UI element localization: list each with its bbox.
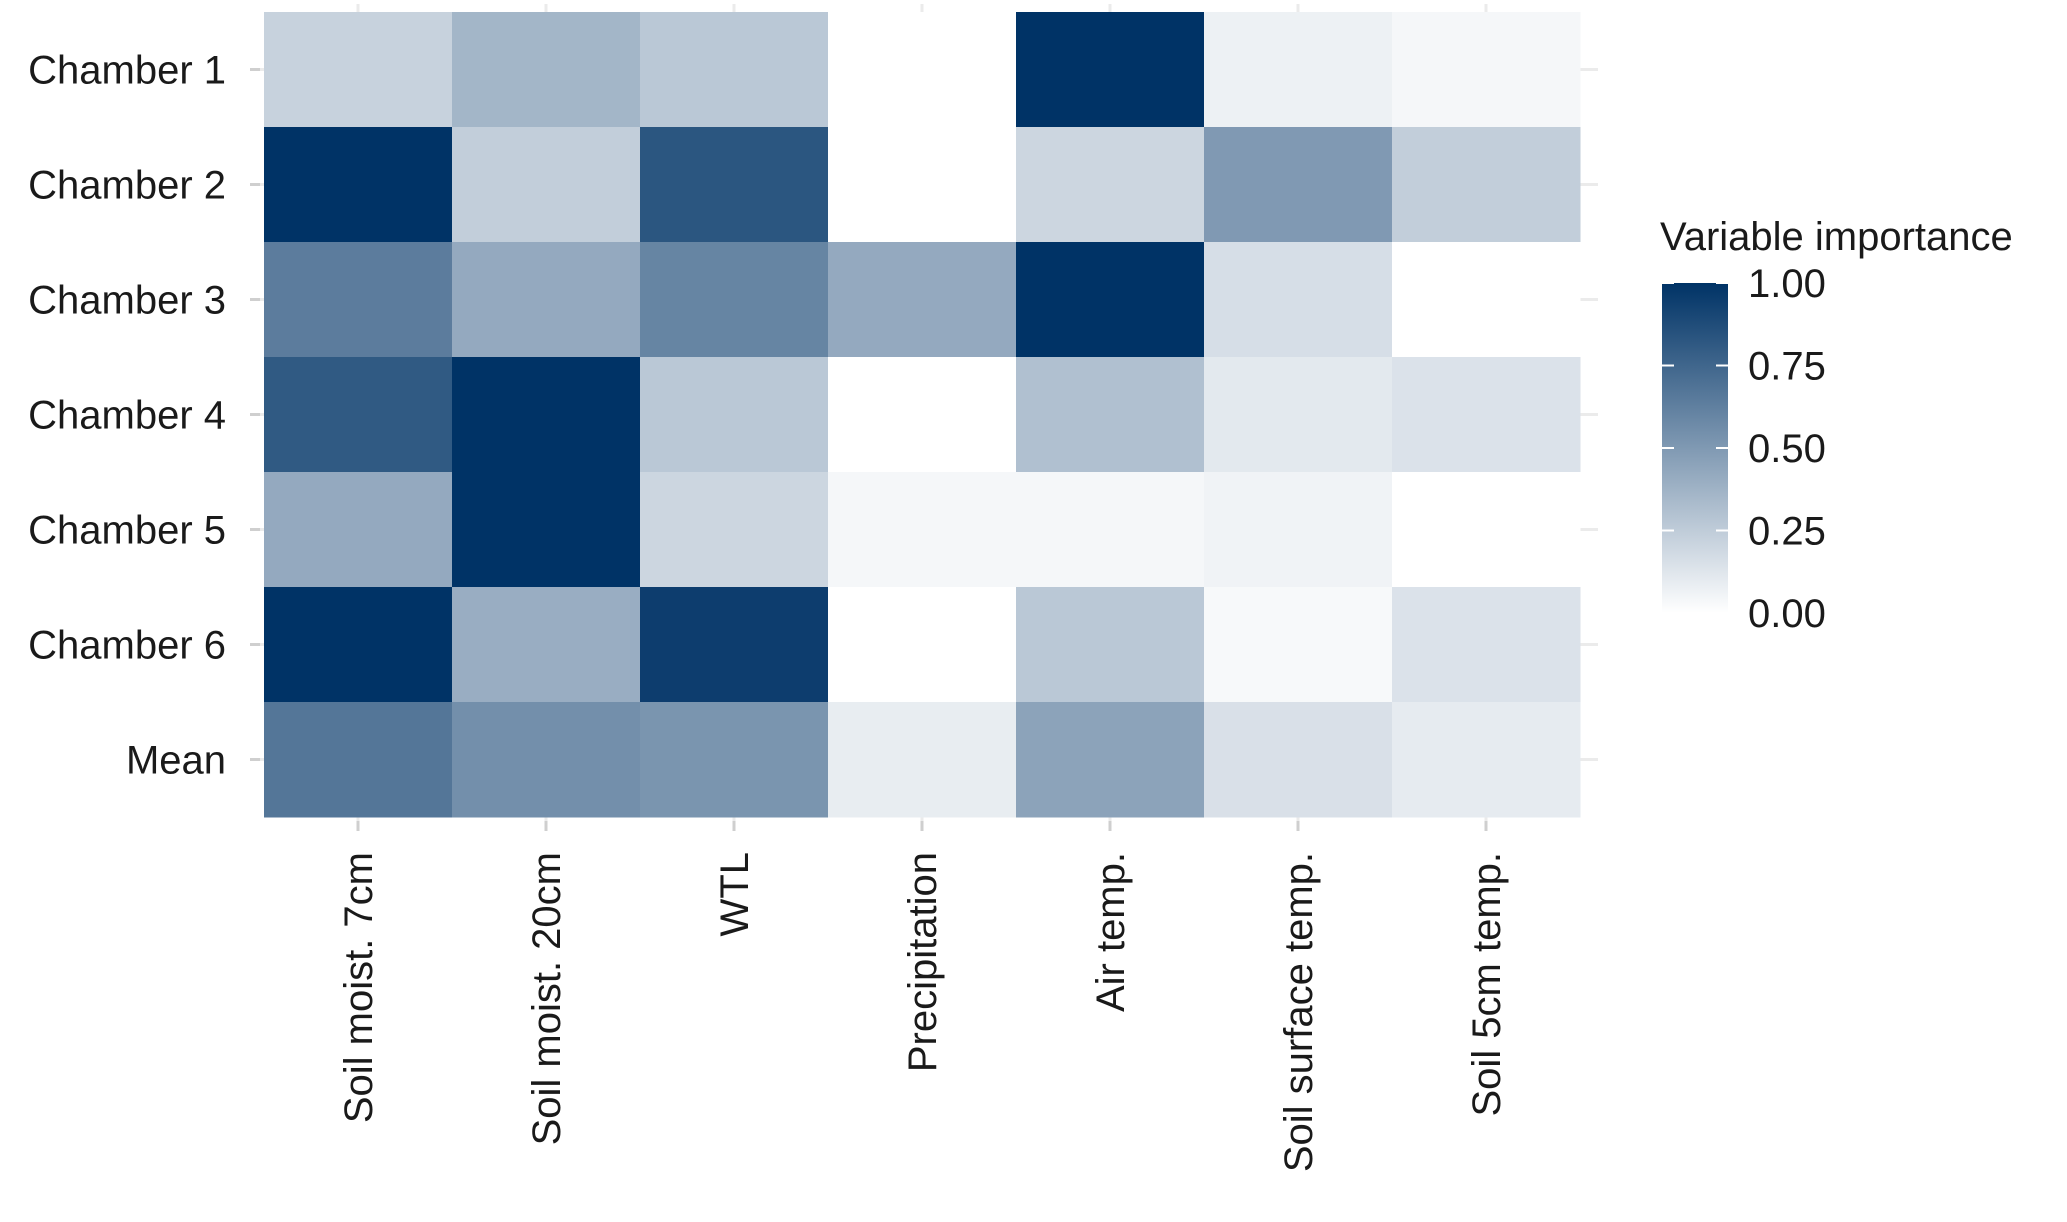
heatmap-cell xyxy=(1392,472,1581,588)
heatmap-cell xyxy=(452,472,641,588)
legend-tick-label: 0.00 xyxy=(1748,592,1826,636)
heatmap-cell xyxy=(452,357,641,473)
heatmap-cell xyxy=(828,242,1017,358)
heatmap-cell xyxy=(1392,587,1581,703)
x-tick-label: Soil 5cm temp. xyxy=(1465,852,1509,1117)
legend-ticks: 1.00 0.75 0.50 0.25 0.00 xyxy=(1662,262,1826,636)
x-tick-label: Soil moist. 20cm xyxy=(525,852,569,1145)
heatmap-cell xyxy=(1204,12,1393,128)
heatmap-cell xyxy=(640,357,829,473)
heatmap-cell xyxy=(452,702,641,818)
heatmap-cell xyxy=(1204,587,1393,703)
legend: Variable importance 1.00 0.75 0.50 0.25 0.00 xyxy=(1660,215,2013,636)
heatmap-cell xyxy=(640,702,829,818)
y-tick-label: Chamber 2 xyxy=(28,164,226,208)
heatmap-cells xyxy=(264,12,1581,818)
heatmap-cell xyxy=(640,472,829,588)
heatmap-cell xyxy=(264,357,453,473)
heatmap-cell xyxy=(264,12,453,128)
heatmap-cell xyxy=(1392,12,1581,128)
legend-tick-label: 0.25 xyxy=(1748,510,1826,554)
heatmap-cell xyxy=(828,587,1017,703)
y-tick-label: Mean xyxy=(126,739,226,783)
heatmap-cell xyxy=(452,127,641,243)
heatmap-cell xyxy=(452,587,641,703)
x-tick-label: Soil surface temp. xyxy=(1277,852,1321,1172)
heatmap-cell xyxy=(828,127,1017,243)
heatmap-cell xyxy=(1016,472,1205,588)
y-tick-label: Chamber 3 xyxy=(28,279,226,323)
heatmap-cell xyxy=(640,242,829,358)
heatmap-cell xyxy=(452,242,641,358)
x-tick-label: Soil moist. 7cm xyxy=(337,852,381,1123)
heatmap-cell xyxy=(1016,702,1205,818)
y-tick-label: Chamber 6 xyxy=(28,624,226,668)
legend-tick-label: 1.00 xyxy=(1748,262,1826,306)
heatmap-cell xyxy=(1204,357,1393,473)
heatmap-cell xyxy=(1204,472,1393,588)
heatmap-cell xyxy=(264,472,453,588)
y-tick-label: Chamber 1 xyxy=(28,49,226,93)
heatmap-cell xyxy=(640,127,829,243)
legend-tick-label: 0.75 xyxy=(1748,345,1826,389)
heatmap-cell xyxy=(828,12,1017,128)
heatmap-cell xyxy=(264,127,453,243)
heatmap-cell xyxy=(1016,242,1205,358)
heatmap-cell xyxy=(1016,12,1205,128)
legend-tick-label: 0.50 xyxy=(1748,427,1826,471)
heatmap-cell xyxy=(264,702,453,818)
x-tick-label: Air temp. xyxy=(1089,852,1133,1012)
heatmap-cell xyxy=(1392,702,1581,818)
heatmap-cell xyxy=(1204,242,1393,358)
heatmap-cell xyxy=(1392,242,1581,358)
heatmap-cell xyxy=(452,12,641,128)
x-tick-label: WTL xyxy=(713,852,757,936)
y-axis-labels: Chamber 1 Chamber 2 Chamber 3 Chamber 4 Cham… xyxy=(28,49,260,783)
heatmap-cell xyxy=(828,702,1017,818)
heatmap-cell xyxy=(640,587,829,703)
heatmap-cell xyxy=(828,472,1017,588)
heatmap-cell xyxy=(264,587,453,703)
y-tick-label: Chamber 4 xyxy=(28,394,226,438)
heatmap-cell xyxy=(1392,127,1581,243)
heatmap-cell xyxy=(1016,357,1205,473)
heatmap-cell xyxy=(264,242,453,358)
heatmap-cell xyxy=(1016,587,1205,703)
heatmap-cell xyxy=(1016,127,1205,243)
x-tick-label: Precipitation xyxy=(901,852,945,1072)
heatmap-cell xyxy=(1204,127,1393,243)
heatmap-cell xyxy=(640,12,829,128)
heatmap-cell xyxy=(1204,702,1393,818)
legend-title: Variable importance xyxy=(1660,215,2013,259)
x-axis-labels: Soil moist. 7cm Soil moist. 20cm WTL Precip… xyxy=(337,821,1509,1172)
heatmap-cell xyxy=(828,357,1017,473)
y-tick-label: Chamber 5 xyxy=(28,509,226,553)
heatmap-cell xyxy=(1392,357,1581,473)
